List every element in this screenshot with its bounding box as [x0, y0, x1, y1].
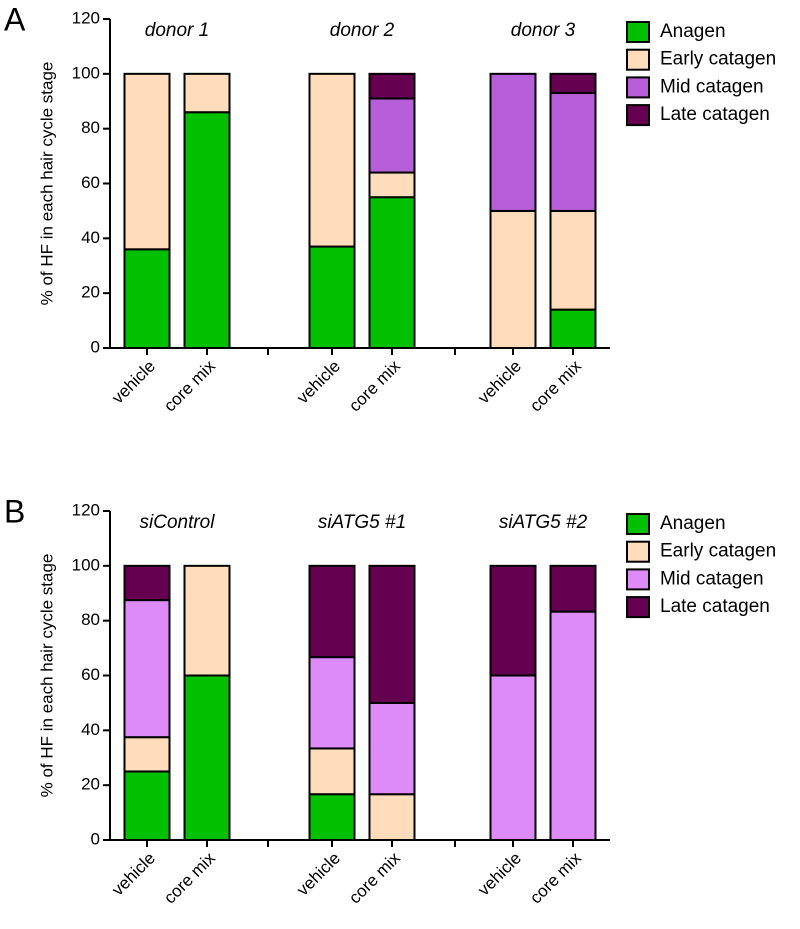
y-tick-label: 80 [81, 610, 100, 629]
bar-segment [549, 92, 597, 212]
legend-swatch [626, 540, 650, 563]
x-tick-label: core mix [526, 848, 585, 907]
y-tick-label: 60 [81, 173, 100, 192]
bar-segment [368, 196, 416, 349]
bar-segment [123, 72, 171, 251]
y-tick-label: 20 [81, 283, 100, 302]
bar-segment [308, 245, 356, 349]
y-tick-label: 20 [81, 775, 100, 794]
bar-segment [308, 793, 356, 842]
bar-segment [123, 564, 171, 602]
bar-segment [549, 610, 597, 841]
y-tick-label: 100 [72, 555, 100, 574]
y-tick-label: 0 [91, 337, 100, 356]
y-tick-label: 120 [72, 500, 100, 519]
x-tick-label: vehicle [474, 357, 525, 408]
panel-label: B [4, 493, 25, 529]
x-tick-label: core mix [345, 848, 404, 907]
bar-segment [183, 72, 231, 114]
bar-segment [183, 564, 231, 677]
bar-segment [308, 564, 356, 659]
x-tick-label: vehicle [108, 357, 159, 408]
x-tick-label: core mix [160, 848, 219, 907]
legend-swatch [626, 596, 650, 619]
y-tick-label: 100 [72, 63, 100, 82]
legend-swatch [626, 568, 650, 591]
bar-segment [308, 747, 356, 796]
y-tick-label: 80 [81, 118, 100, 137]
y-tick-label: 40 [81, 228, 100, 247]
group-label: siATG5 #2 [499, 512, 588, 533]
legend-label: Anagen [660, 513, 726, 534]
x-tick-label: core mix [526, 356, 585, 415]
bar-segment [368, 793, 416, 842]
bar-segment [183, 111, 231, 350]
legend-label: Early catagen [660, 541, 776, 562]
legend-swatch [626, 76, 650, 99]
legend-swatch [626, 21, 650, 43]
x-tick-label: core mix [345, 356, 404, 415]
y-axis-label: % of HF in each hair cycle stage [37, 554, 56, 798]
legend-swatch [626, 104, 650, 127]
bar-segment [368, 171, 416, 199]
legend-swatch [626, 48, 650, 71]
y-tick-label: 0 [91, 829, 100, 848]
bar-segment [183, 674, 231, 841]
panel-label: A [4, 1, 26, 37]
bar-segment [368, 72, 416, 100]
y-tick-label: 40 [81, 720, 100, 739]
bar-segment [308, 656, 356, 750]
bar-segment [549, 209, 597, 311]
bar-segment [123, 770, 171, 841]
group-label: donor 3 [511, 20, 576, 41]
legend-label: Early catagen [660, 49, 776, 70]
y-tick-label: 120 [72, 8, 100, 27]
bar-segment [489, 564, 537, 677]
bar-segment [489, 72, 537, 212]
bar-segment [368, 97, 416, 174]
x-tick-label: vehicle [293, 357, 344, 408]
bar-segment [368, 564, 416, 704]
bar-segment [549, 308, 597, 350]
bar-segment [549, 564, 597, 613]
legend-label: Anagen [660, 21, 726, 42]
legend-label: Mid catagen [660, 568, 764, 589]
group-label: siATG5 #1 [318, 512, 406, 533]
bar-segment [123, 248, 171, 349]
x-tick-label: core mix [160, 356, 219, 415]
legend-label: Late catagen [660, 104, 770, 125]
x-tick-label: vehicle [293, 849, 344, 900]
bar-segment [489, 209, 537, 349]
bar-segment [308, 72, 356, 248]
bar-segment [368, 701, 416, 796]
group-label: donor 2 [330, 20, 395, 41]
x-tick-label: vehicle [108, 849, 159, 900]
group-label: siControl [140, 512, 216, 533]
group-label: donor 1 [145, 20, 209, 41]
bar-segment [549, 72, 597, 95]
bar-segment [123, 736, 171, 773]
bar-segment [123, 599, 171, 739]
x-tick-label: vehicle [474, 849, 525, 900]
legend-swatch [626, 513, 650, 535]
y-axis-label: % of HF in each hair cycle stage [37, 62, 56, 306]
legend-label: Late catagen [660, 596, 770, 617]
bar-segment [489, 674, 537, 841]
legend-label: Mid catagen [660, 76, 764, 97]
y-tick-label: 60 [81, 665, 100, 684]
